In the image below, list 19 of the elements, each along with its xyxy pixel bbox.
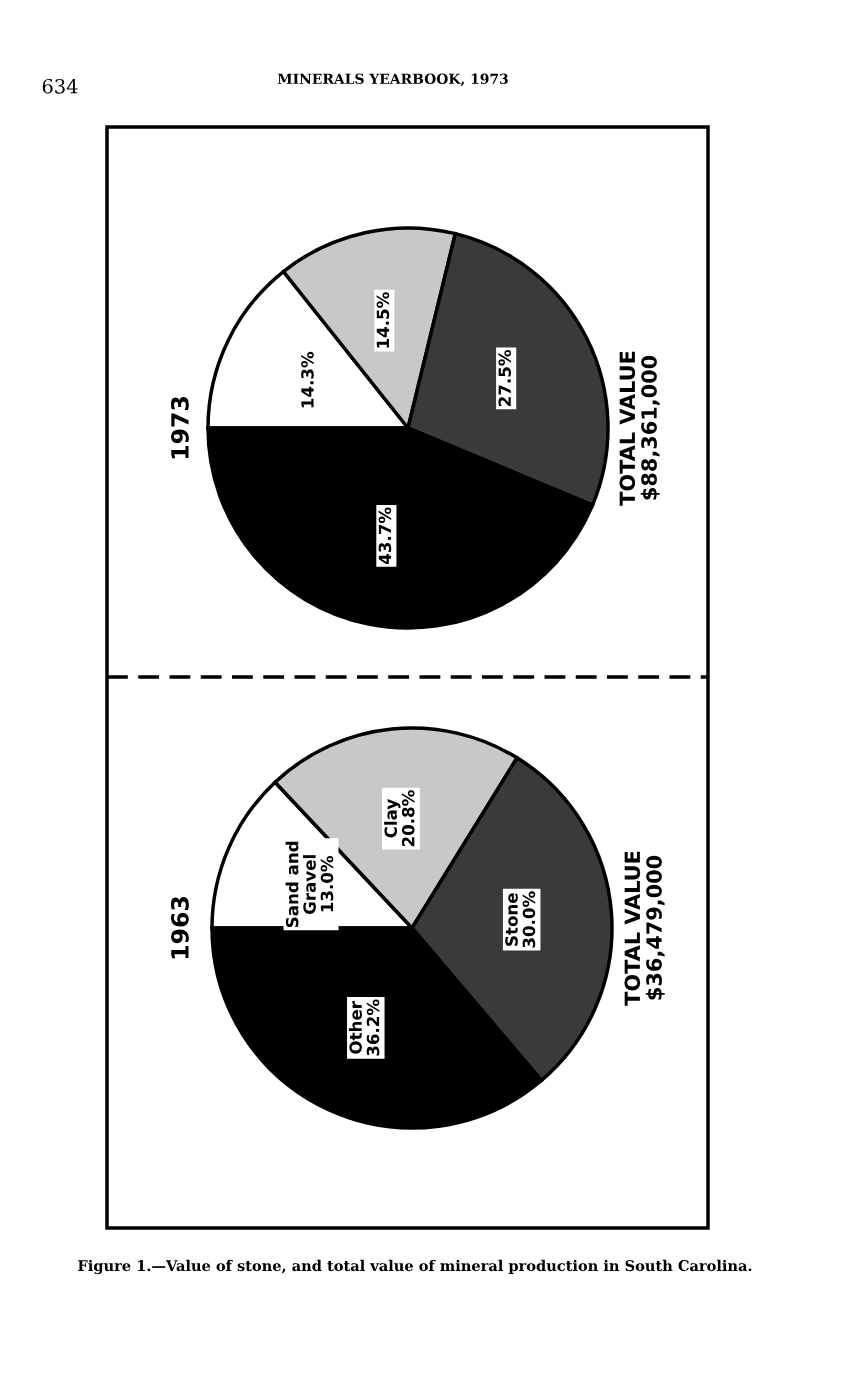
slice-label: Clay xyxy=(384,799,401,838)
data-label: 20.8% xyxy=(401,790,415,847)
data-label: 27.5% xyxy=(498,349,511,406)
data-label: 14.3% xyxy=(301,351,314,408)
data-label: 43.7% xyxy=(378,507,392,565)
data-label: 14.5% xyxy=(376,292,390,348)
slice-label: Stone xyxy=(505,893,518,946)
caption: Figure 1.—Value of stone, and total value of mineral production in South Carolina. xyxy=(78,1259,752,1275)
data-label: 13.0% xyxy=(320,855,334,912)
slice-label: Other xyxy=(349,1001,362,1054)
text: 1963 xyxy=(170,897,189,959)
text: TOTAL VALUE $88,361,000 xyxy=(619,351,660,506)
text: 634 xyxy=(42,78,78,94)
data-label: 30.0% xyxy=(522,891,536,948)
data-label: 36.2% xyxy=(366,999,380,1056)
text: TOTAL VALUE $36,479,000 xyxy=(624,851,665,1006)
text: 1973 xyxy=(170,397,189,459)
slice-label: Sand and Gravel xyxy=(285,841,316,928)
text: MINERALS YEARBOOK, 1973 xyxy=(277,73,508,87)
